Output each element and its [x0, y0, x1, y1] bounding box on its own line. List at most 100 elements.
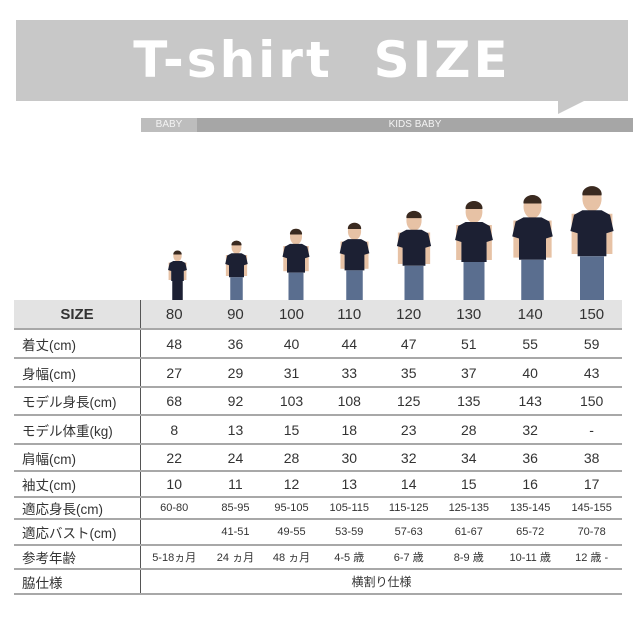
cell-value: 70-78	[561, 519, 622, 546]
banner-tail	[558, 100, 586, 114]
cell-value: 28	[263, 444, 320, 472]
footer-row: 脇仕様 横割り仕様	[14, 569, 622, 595]
cell-value: 13	[207, 415, 264, 445]
cell-value: 31	[263, 358, 320, 388]
cell-value: 105-115	[319, 497, 379, 520]
row-label: 身幅(cm)	[14, 358, 141, 388]
cell-value: 30	[319, 444, 379, 472]
cell-value: 108	[319, 387, 379, 416]
cell-value: 68	[140, 387, 208, 416]
row-label: 脇仕様	[14, 569, 141, 595]
cell-value: 43	[561, 358, 622, 388]
cell-value: 10	[140, 471, 208, 498]
category-kids-baby: KIDS BABY	[197, 118, 633, 132]
cell-value: 44	[319, 329, 379, 359]
cell-value: 37	[438, 358, 500, 388]
cell-value: 125-135	[438, 497, 500, 520]
cell-value: 15	[438, 471, 500, 498]
cell-value: 4-5 歳	[319, 545, 379, 570]
size-value: 130	[438, 300, 500, 330]
cell-value: 103	[263, 387, 320, 416]
cell-value: 41-51	[207, 519, 264, 546]
row-label: 袖丈(cm)	[14, 471, 141, 498]
cell-value: 125	[378, 387, 439, 416]
cell-value: 24 ヵ月	[207, 545, 264, 570]
cell-value: 32	[378, 444, 439, 472]
title-banner: T-shirt SIZE	[16, 20, 628, 101]
row-label: 肩幅(cm)	[14, 444, 141, 472]
cell-value: 57-63	[378, 519, 439, 546]
cell-value: 24	[207, 444, 264, 472]
cell-value	[140, 519, 208, 546]
cell-value: 23	[378, 415, 439, 445]
cell-value: 65-72	[499, 519, 562, 546]
cell-value: 5-18ヵ月	[140, 545, 208, 570]
page-title: T-shirt SIZE	[133, 31, 511, 89]
size-value: 90	[207, 300, 264, 330]
size-value: 80	[140, 300, 208, 330]
cell-value: 15	[263, 415, 320, 445]
table-row: 袖丈(cm) 10 11 12 13 14 15 16 17	[14, 471, 622, 498]
size-table: SIZE 80 90 100 110 120 130 140 150 着丈(cm) 48 36 40 44…	[14, 300, 622, 595]
table-row: 着丈(cm) 48 36 40 44 47 51 55 59	[14, 329, 622, 359]
row-label: 適応身長(cm)	[14, 497, 141, 520]
model-figure	[282, 228, 310, 300]
cell-value: 13	[319, 471, 379, 498]
cell-value: 115-125	[378, 497, 439, 520]
table-row: 参考年齢 5-18ヵ月 24 ヵ月 48 ヵ月 4-5 歳 6-7 歳 8-9 歳 10-11…	[14, 545, 622, 570]
size-header-row: SIZE 80 90 100 110 120 130 140 150	[14, 300, 622, 330]
cell-value: 55	[499, 329, 562, 359]
category-baby: BABY	[141, 118, 197, 132]
cell-value: 18	[319, 415, 379, 445]
cell-value: 38	[561, 444, 622, 472]
model-figure	[225, 240, 248, 300]
table-row: モデル身長(cm) 68 92 103 108 125 135 143 150	[14, 387, 622, 416]
cell-value: 32	[499, 415, 562, 445]
cell-value: 11	[207, 471, 264, 498]
cell-value: 35	[378, 358, 439, 388]
size-value: 150	[561, 300, 622, 330]
cell-value: 36	[499, 444, 562, 472]
table-row: 適応身長(cm) 60-80 85-95 95-105 105-115 115-125 12…	[14, 497, 622, 520]
model-photos	[148, 180, 622, 300]
row-label: 適応バスト(cm)	[14, 519, 141, 546]
model-figure	[454, 200, 493, 300]
cell-value: 12 歳 -	[561, 545, 622, 570]
cell-value: 51	[438, 329, 500, 359]
cell-value: 135-145	[499, 497, 562, 520]
cell-value: 22	[140, 444, 208, 472]
cell-value: 40	[499, 358, 562, 388]
cell-value: 6-7 歳	[378, 545, 439, 570]
cell-value: 53-59	[319, 519, 379, 546]
table-row: 身幅(cm) 27 29 31 33 35 37 40 43	[14, 358, 622, 388]
size-value: 110	[319, 300, 379, 330]
cell-value: 48 ヵ月	[263, 545, 320, 570]
cell-value: 143	[499, 387, 562, 416]
size-value: 120	[378, 300, 439, 330]
cell-value: 8-9 歳	[438, 545, 500, 570]
cell-value: 95-105	[263, 497, 320, 520]
size-value: 100	[263, 300, 320, 330]
model-figure	[397, 210, 432, 300]
size-label: SIZE	[14, 300, 141, 330]
cell-value: 36	[207, 329, 264, 359]
cell-value: 92	[207, 387, 264, 416]
cell-value: 33	[319, 358, 379, 388]
cell-value: 34	[438, 444, 500, 472]
model-figure	[340, 222, 370, 300]
cell-value: 10-11 歳	[499, 545, 562, 570]
model-figure	[167, 250, 187, 300]
cell-value: 28	[438, 415, 500, 445]
table-row: 肩幅(cm) 22 24 28 30 32 34 36 38	[14, 444, 622, 472]
table-row: モデル体重(kg) 8 13 15 18 23 28 32-	[14, 415, 622, 445]
model-figure	[570, 186, 614, 300]
cell-value: -	[561, 415, 622, 445]
table-row: 適応バスト(cm) 41-51 49-55 53-59 57-63 61-67 65-72 7…	[14, 519, 622, 546]
row-label: 着丈(cm)	[14, 329, 141, 359]
row-label: モデル身長(cm)	[14, 387, 141, 416]
model-figure	[512, 195, 554, 300]
cell-value: 59	[561, 329, 622, 359]
cell-value: 12	[263, 471, 320, 498]
cell-value: 49-55	[263, 519, 320, 546]
cell-value: 48	[140, 329, 208, 359]
